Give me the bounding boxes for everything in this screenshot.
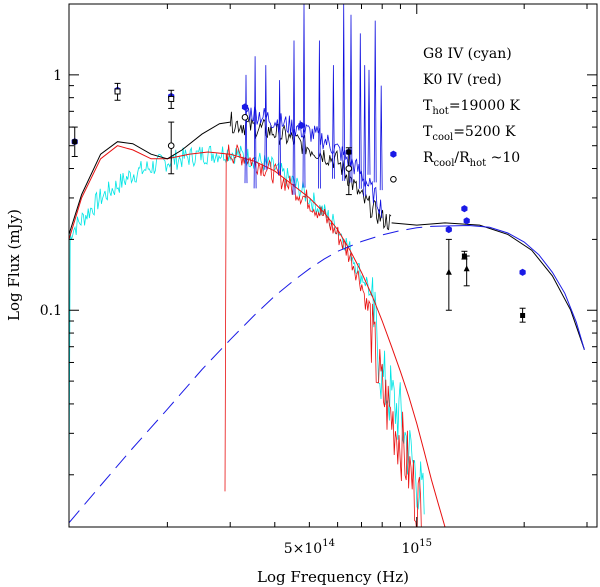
data-point-9 bbox=[298, 121, 305, 129]
series-line-2 bbox=[69, 145, 446, 527]
data-point-6 bbox=[167, 121, 175, 175]
data-point-7 bbox=[241, 103, 249, 111]
markers-layer bbox=[71, 82, 526, 323]
data-point-20 bbox=[463, 255, 470, 287]
annotation-line-0: G8 IV (cyan) bbox=[423, 46, 512, 62]
series-line-9 bbox=[244, 4, 383, 197]
data-point-3 bbox=[114, 82, 121, 101]
x-tick-label-1: 1015 bbox=[401, 538, 432, 557]
axis-ticks: 5×1014 1015 1 0.1 bbox=[40, 3, 597, 557]
curves-layer bbox=[69, 4, 585, 527]
data-point-5 bbox=[168, 89, 175, 109]
y-axis-label: Log Flux (mJy) bbox=[5, 209, 23, 321]
series-line-3 bbox=[69, 121, 231, 235]
data-point-12 bbox=[345, 147, 353, 196]
series-line-1 bbox=[224, 144, 422, 527]
data-point-13 bbox=[390, 150, 397, 158]
annotation-block: G8 IV (cyan) K0 IV (red) Thot=19000 K Tcool… bbox=[423, 46, 521, 169]
series-line-7 bbox=[431, 224, 585, 350]
data-point-14 bbox=[390, 176, 397, 183]
data-point-21 bbox=[519, 268, 526, 276]
data-point-16 bbox=[445, 238, 452, 311]
annotation-line-4: Rcool/Rhot ~10 bbox=[423, 150, 520, 169]
y-tick-label-0: 1 bbox=[53, 68, 62, 84]
data-point-17 bbox=[461, 205, 468, 213]
y-tick-label-1: 0.1 bbox=[40, 303, 62, 319]
data-point-1 bbox=[71, 126, 78, 157]
annotation-line-1: K0 IV (red) bbox=[423, 72, 502, 88]
annotation-line-3: Tcool=5200 K bbox=[423, 124, 516, 143]
series-line-4 bbox=[229, 111, 392, 231]
series-line-6 bbox=[69, 225, 432, 524]
x-tick-label-0: 5×1014 bbox=[284, 538, 335, 557]
data-point-15 bbox=[445, 226, 452, 234]
plot-frame bbox=[68, 3, 598, 528]
data-point-8 bbox=[241, 114, 249, 121]
series-line-8 bbox=[244, 104, 383, 219]
data-point-18 bbox=[463, 217, 470, 225]
series-line-5 bbox=[391, 222, 585, 350]
x-axis-label: Log Frequency (Hz) bbox=[257, 568, 409, 586]
annotation-line-2: Thot=19000 K bbox=[423, 98, 521, 117]
data-point-22 bbox=[519, 307, 526, 323]
